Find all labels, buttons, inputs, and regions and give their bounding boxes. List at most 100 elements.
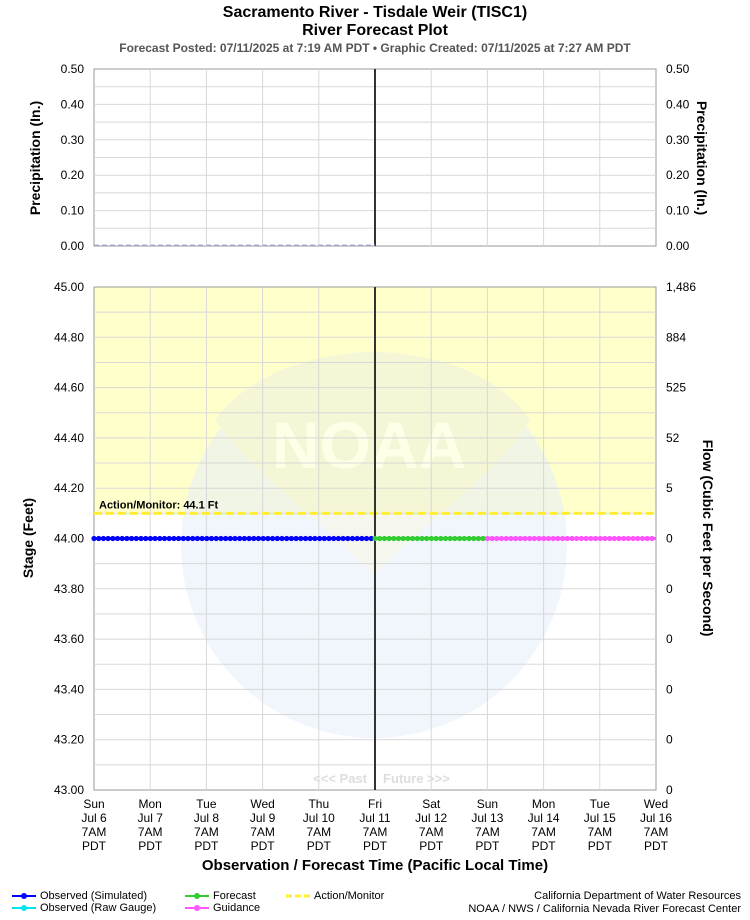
stage-ytick-left: 44.60 bbox=[54, 381, 84, 395]
legend-forecast: Forecast bbox=[185, 890, 256, 902]
stage-series-point bbox=[639, 535, 646, 542]
stage-series-point bbox=[630, 535, 636, 542]
stage-series-point bbox=[438, 535, 444, 542]
precip-ylabel-left: Precipitation (In.) bbox=[27, 101, 43, 215]
stage-ytick-left: 43.00 bbox=[54, 783, 84, 797]
stage-series-point bbox=[377, 535, 383, 542]
stage-series-point bbox=[340, 535, 346, 542]
stage-series-point bbox=[433, 535, 439, 542]
flow-ytick-right: 525 bbox=[666, 381, 686, 395]
stage-series-point bbox=[129, 535, 135, 542]
x-tick-label: Sat Jul 12 7AM PDT bbox=[415, 797, 447, 853]
flow-ytick-right: 5 bbox=[666, 481, 673, 495]
stage-series-point bbox=[307, 535, 313, 542]
stage-series-point bbox=[124, 535, 130, 542]
stage-ytick-left: 43.40 bbox=[54, 682, 84, 696]
stage-series-point bbox=[560, 535, 566, 542]
stage-series-point bbox=[218, 535, 224, 542]
stage-series-point bbox=[133, 535, 139, 542]
stage-series-point bbox=[588, 535, 594, 542]
stage-series-point bbox=[279, 535, 285, 542]
stage-series-point bbox=[621, 535, 627, 542]
stage-series-point bbox=[484, 535, 490, 542]
stage-series-point bbox=[607, 535, 613, 542]
stage-series-point bbox=[288, 535, 294, 542]
stage-series-point bbox=[260, 535, 266, 542]
precip-ytick-left: 0.40 bbox=[61, 97, 85, 111]
future-label: Future >>> bbox=[383, 771, 450, 786]
stage-series-point bbox=[317, 535, 323, 542]
stage-series-point bbox=[583, 535, 589, 542]
stage-series-point bbox=[274, 535, 280, 542]
stage-series-point bbox=[602, 535, 608, 542]
stage-series-point bbox=[452, 535, 458, 542]
stage-series-point bbox=[105, 535, 111, 542]
stage-series-point bbox=[241, 535, 247, 542]
stage-series-point bbox=[400, 535, 406, 542]
stage-series-point bbox=[541, 535, 547, 542]
credit-cnrfc: NOAA / NWS / California Nevada River For… bbox=[468, 903, 741, 915]
stage-series-point bbox=[424, 535, 430, 542]
x-tick-label: Tue Jul 15 7AM PDT bbox=[584, 797, 616, 853]
stage-series-point bbox=[531, 535, 538, 542]
stage-series-point bbox=[489, 535, 495, 542]
x-tick-label: Wed Jul 9 7AM PDT bbox=[250, 797, 276, 853]
stage-series-point bbox=[326, 535, 332, 542]
stage-series-point bbox=[395, 535, 402, 542]
stage-series-point bbox=[372, 535, 378, 542]
stage-series-point bbox=[574, 535, 580, 542]
credit-dwr: California Department of Water Resources bbox=[534, 890, 741, 902]
stage-series-point bbox=[213, 535, 219, 542]
legend-label: Forecast bbox=[213, 890, 256, 902]
stage-series-point bbox=[592, 535, 599, 542]
stage-series-point bbox=[536, 535, 542, 542]
stage-series-point bbox=[110, 535, 116, 542]
stage-series-point bbox=[405, 535, 411, 542]
stage-series-point bbox=[545, 535, 552, 542]
svg-text:NOAA: NOAA bbox=[272, 408, 466, 482]
x-tick-label: Wed Jul 16 7AM PDT bbox=[640, 797, 672, 853]
flow-ytick-right: 0 bbox=[666, 632, 673, 646]
stage-series-point bbox=[171, 535, 177, 542]
legend-label: Guidance bbox=[213, 902, 261, 914]
stage-ytick-left: 45.00 bbox=[54, 280, 84, 294]
flow-ytick-right: 0 bbox=[666, 682, 673, 696]
stage-series-point bbox=[517, 535, 523, 542]
stage-series-point bbox=[428, 535, 434, 542]
stage-series-point bbox=[190, 535, 196, 542]
stage-series-point bbox=[513, 535, 519, 542]
stage-series-point bbox=[166, 535, 172, 542]
stage-series-point bbox=[119, 535, 125, 542]
stage-series-point bbox=[494, 535, 500, 542]
precip-ytick-right: 0.00 bbox=[666, 239, 690, 253]
stage-series-point bbox=[204, 535, 210, 542]
x-tick-label: Tue Jul 8 7AM PDT bbox=[194, 797, 220, 853]
legend-observed-simulated: Observed (Simulated) bbox=[12, 890, 147, 902]
stage-series-point bbox=[138, 535, 144, 542]
stage-series-point bbox=[616, 535, 622, 542]
stage-series-point bbox=[143, 535, 149, 542]
stage-series-point bbox=[381, 535, 387, 542]
stage-series-point bbox=[503, 535, 509, 542]
stage-ytick-left: 43.60 bbox=[54, 632, 84, 646]
stage-series-point bbox=[161, 535, 168, 542]
flow-ytick-right: 884 bbox=[666, 330, 686, 344]
stage-ytick-left: 44.40 bbox=[54, 431, 84, 445]
stage-ytick-left: 44.00 bbox=[54, 532, 84, 546]
stage-series-point bbox=[237, 535, 243, 542]
precip-ytick-left: 0.30 bbox=[61, 133, 85, 147]
stage-series-point bbox=[185, 535, 191, 542]
stage-series-point bbox=[255, 535, 262, 542]
x-tick-label: Thu Jul 10 7AM PDT bbox=[303, 797, 335, 853]
stage-series-point bbox=[302, 535, 309, 542]
stage-series-point bbox=[100, 535, 106, 542]
stage-series-point bbox=[335, 535, 341, 542]
precip-ytick-right: 0.50 bbox=[666, 62, 690, 76]
flow-ytick-right: 1,486 bbox=[666, 280, 696, 294]
flow-ytick-right: 52 bbox=[666, 431, 680, 445]
flow-ytick-right: 0 bbox=[666, 783, 673, 797]
stage-series-point bbox=[227, 535, 233, 542]
precipitation-panel: 0.50 0.50 0.40 0.40 0.30 0.30 0.20 0.20 0.10 0.10… bbox=[27, 62, 710, 253]
stage-series-point bbox=[386, 535, 392, 542]
stage-series-point bbox=[368, 535, 374, 542]
